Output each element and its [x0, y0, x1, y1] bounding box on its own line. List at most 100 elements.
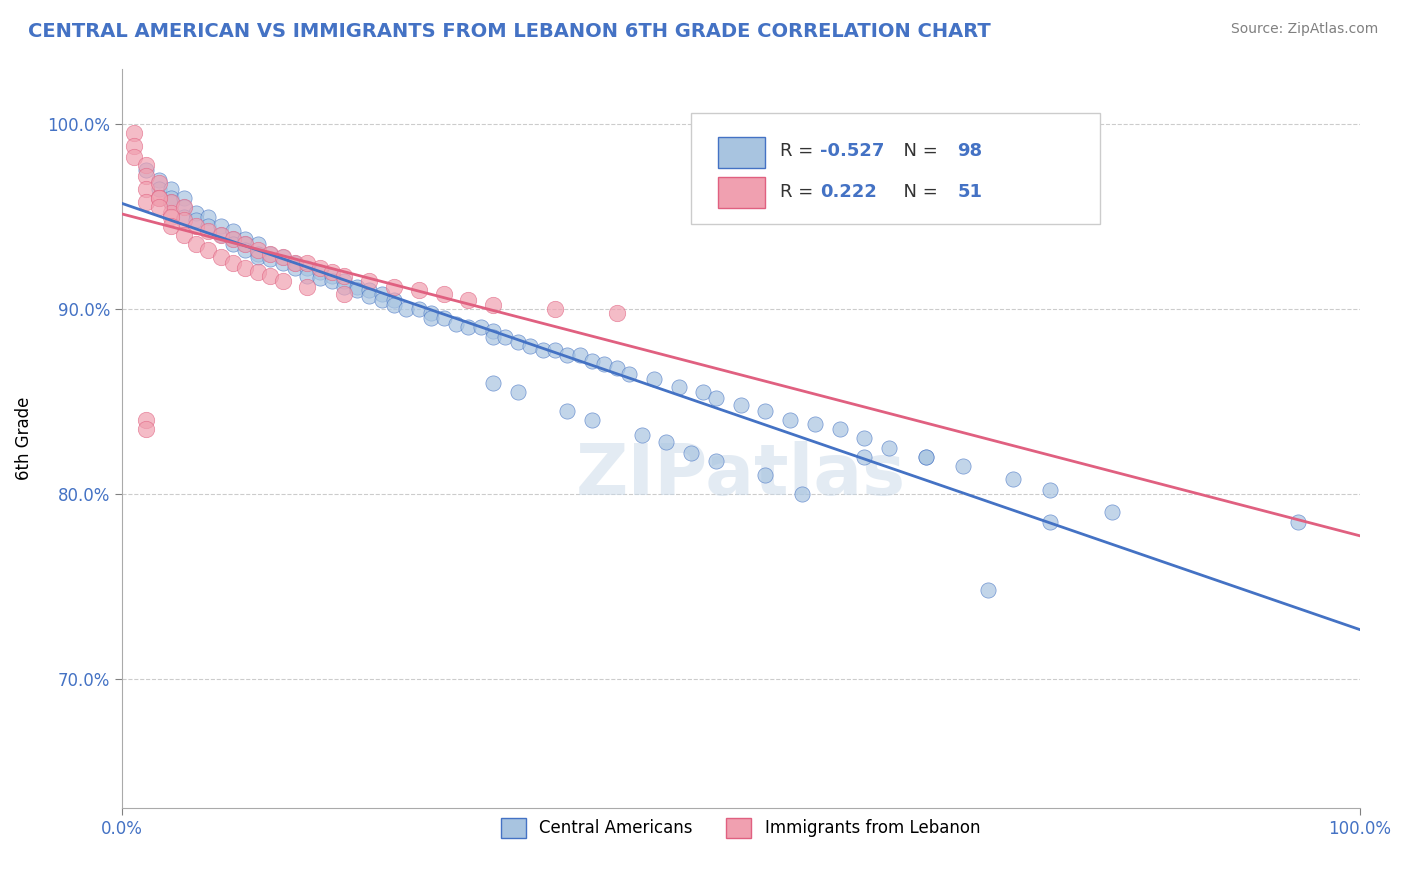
Point	[271, 250, 294, 264]
Point	[222, 237, 245, 252]
Text: ZIPatlas: ZIPatlas	[575, 441, 905, 510]
Point	[346, 280, 368, 294]
Point	[643, 372, 665, 386]
Point	[804, 417, 827, 431]
Point	[197, 210, 219, 224]
Text: Source: ZipAtlas.com: Source: ZipAtlas.com	[1230, 22, 1378, 37]
Point	[482, 330, 505, 344]
Point	[259, 246, 281, 260]
Point	[160, 206, 183, 220]
Point	[333, 287, 356, 301]
Point	[555, 403, 578, 417]
Point	[1286, 515, 1309, 529]
Point	[148, 191, 170, 205]
Point	[779, 413, 801, 427]
Point	[297, 256, 319, 270]
Point	[704, 453, 727, 467]
Point	[148, 191, 170, 205]
Point	[359, 289, 381, 303]
Point	[122, 139, 145, 153]
Point	[877, 441, 900, 455]
Point	[692, 385, 714, 400]
Point	[160, 194, 183, 209]
Point	[1101, 506, 1123, 520]
Point	[148, 182, 170, 196]
Point	[470, 320, 492, 334]
Point	[915, 450, 938, 464]
Point	[222, 232, 245, 246]
Point	[408, 301, 430, 316]
Point	[432, 311, 454, 326]
Point	[308, 270, 330, 285]
Text: 0.222: 0.222	[820, 183, 877, 201]
Point	[754, 403, 776, 417]
Point	[544, 301, 567, 316]
Point	[1039, 515, 1062, 529]
Point	[432, 287, 454, 301]
Point	[148, 176, 170, 190]
Point	[284, 256, 307, 270]
Text: N =: N =	[891, 143, 943, 161]
Point	[160, 210, 183, 224]
Point	[246, 265, 269, 279]
Text: 98: 98	[957, 143, 983, 161]
Point	[246, 237, 269, 252]
Point	[754, 468, 776, 483]
Text: R =: R =	[780, 183, 820, 201]
Point	[531, 343, 554, 357]
Point	[606, 361, 628, 376]
Point	[506, 385, 529, 400]
Point	[408, 284, 430, 298]
Point	[209, 227, 232, 242]
Point	[457, 320, 479, 334]
Point	[382, 293, 405, 307]
Point	[581, 353, 603, 368]
Point	[420, 311, 443, 326]
Point	[681, 446, 703, 460]
Point	[173, 200, 195, 214]
Point	[184, 219, 207, 233]
Point	[420, 306, 443, 320]
Point	[284, 256, 307, 270]
Point	[482, 298, 505, 312]
Point	[173, 213, 195, 227]
Point	[122, 150, 145, 164]
Point	[308, 265, 330, 279]
Point	[173, 200, 195, 214]
Point	[259, 268, 281, 283]
Point	[915, 450, 938, 464]
Point	[668, 380, 690, 394]
Point	[321, 265, 343, 279]
Point	[333, 280, 356, 294]
Point	[630, 427, 652, 442]
Point	[184, 213, 207, 227]
Point	[655, 435, 678, 450]
Point	[173, 191, 195, 205]
Point	[359, 284, 381, 298]
Point	[321, 274, 343, 288]
Point	[148, 200, 170, 214]
Point	[444, 317, 467, 331]
Point	[173, 227, 195, 242]
Point	[297, 280, 319, 294]
Text: -0.527: -0.527	[820, 143, 884, 161]
Point	[321, 268, 343, 283]
Point	[209, 250, 232, 264]
Point	[382, 298, 405, 312]
Point	[792, 487, 814, 501]
Point	[395, 301, 418, 316]
Point	[197, 243, 219, 257]
Point	[246, 246, 269, 260]
Point	[135, 158, 157, 172]
Point	[308, 261, 330, 276]
Point	[209, 219, 232, 233]
Point	[135, 182, 157, 196]
Point	[160, 194, 183, 209]
Point	[853, 432, 876, 446]
Point	[333, 274, 356, 288]
Point	[271, 256, 294, 270]
Point	[370, 287, 392, 301]
Point	[619, 367, 641, 381]
Point	[135, 169, 157, 183]
Point	[977, 583, 1000, 598]
